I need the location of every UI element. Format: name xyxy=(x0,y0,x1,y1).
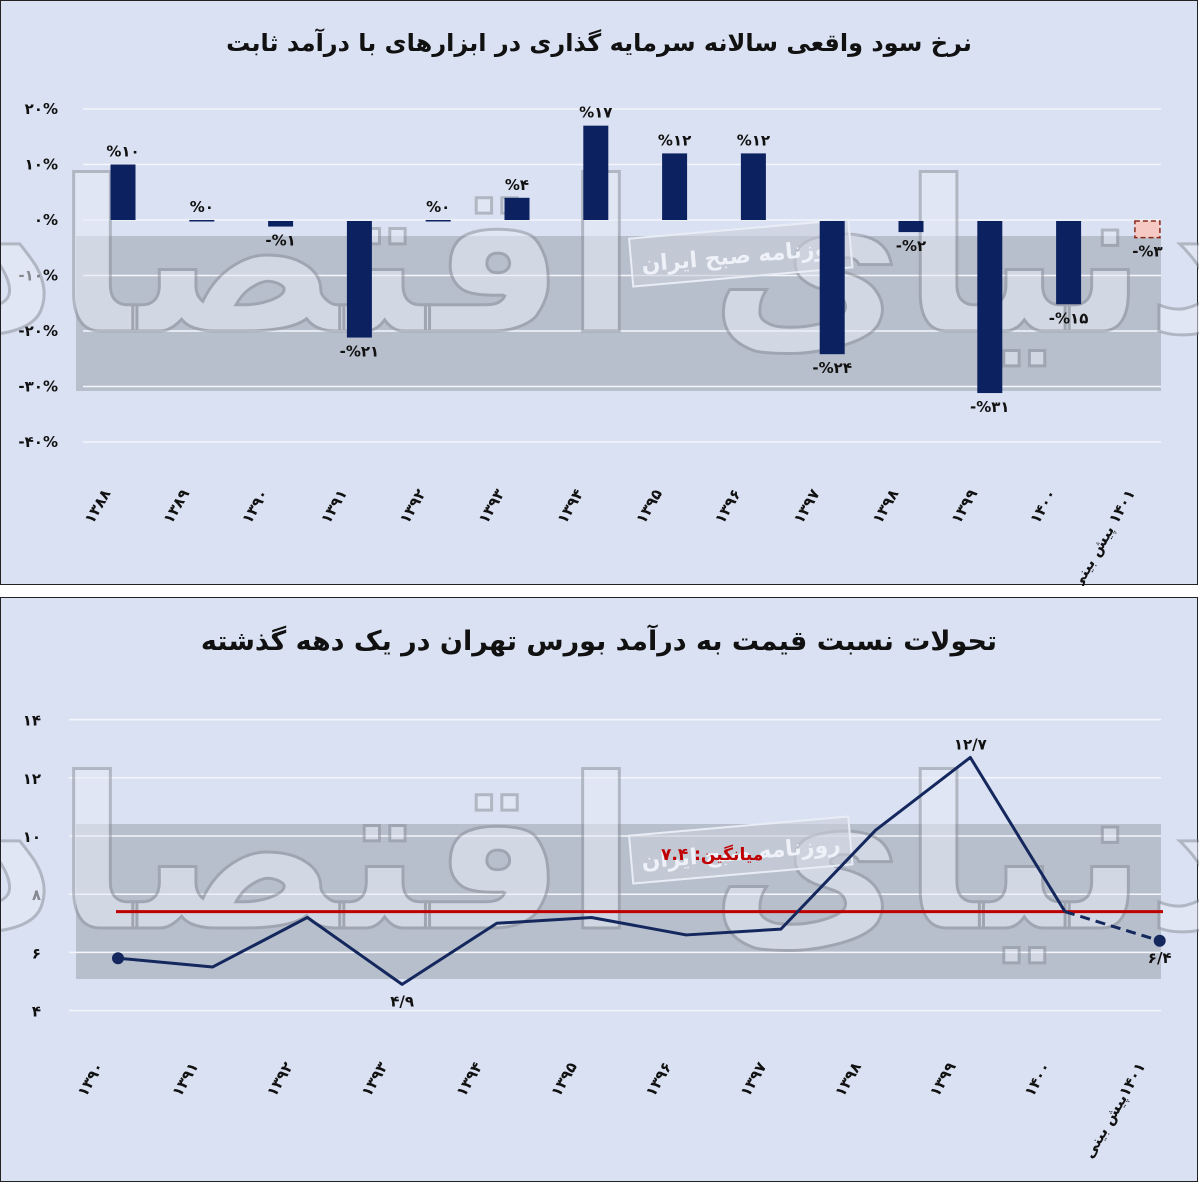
x-tick-label: ۱۳۹۰ xyxy=(74,1059,108,1100)
bar-value-label: -%۳۱ xyxy=(970,398,1010,416)
y-tick-label: -۲۰% xyxy=(18,322,58,340)
x-tick-label: ۱۳۹۶ xyxy=(642,1059,676,1100)
x-tick-label: ۱۳۹۵ xyxy=(547,1059,581,1100)
bar xyxy=(425,220,451,222)
bar-value-label: %۰ xyxy=(190,198,214,216)
x-tick-label: ۱۴۰۱ پیش بینی xyxy=(1067,486,1140,586)
bar xyxy=(268,221,294,227)
y-tick-label: ۱۴ xyxy=(23,712,41,730)
x-tick-label: ۱۳۹۱ xyxy=(168,1059,202,1100)
bar-chart-plot: ۲۰%۱۰%۰%-۱۰%-۲۰%-۳۰%-۴۰%دنیای اقتصادروزن… xyxy=(1,100,1199,586)
y-tick-label: ۸ xyxy=(32,886,41,904)
bar xyxy=(583,125,609,220)
x-tick-label: ۱۳۸۹ xyxy=(159,486,193,527)
start-point-marker xyxy=(112,952,124,965)
x-tick-label: ۱۳۹۱ xyxy=(317,486,351,527)
bar-value-label: -%۲ xyxy=(896,237,926,255)
bar xyxy=(662,153,688,220)
bar xyxy=(189,220,215,222)
x-tick-label: ۱۴۰۰ xyxy=(1021,1059,1055,1100)
x-tick-label: ۱۳۹۹ xyxy=(926,1059,960,1100)
y-tick-label: -۴۰% xyxy=(18,433,58,451)
average-label: میانگین: ۷.۴ xyxy=(661,844,763,865)
bar-value-label: -%۱۵ xyxy=(1049,309,1089,327)
bar xyxy=(346,221,372,338)
x-tick-label: ۱۳۹۹ xyxy=(947,486,981,527)
x-tick-label: ۱۴۰۰ xyxy=(1026,486,1060,527)
bar-value-label: %۴ xyxy=(505,176,529,194)
end-point-marker xyxy=(1153,934,1166,947)
bar-value-label: %۱۲ xyxy=(737,131,770,149)
shaded-band xyxy=(76,824,1161,979)
line-chart-panel: تحولات نسبت قیمت به درآمد بورس تهران در … xyxy=(0,597,1199,1182)
bar xyxy=(977,221,1003,394)
x-tick-label: ۱۳۹۲ xyxy=(263,1059,297,1100)
bar-chart-panel: نرخ سود واقعی سالانه سرمایه گذاری در ابز… xyxy=(0,0,1199,586)
x-tick-label: ۱۳۹۲ xyxy=(396,486,430,527)
bar-value-label: %۱۰ xyxy=(106,143,139,161)
x-tick-label: ۱۳۹۷ xyxy=(736,1059,770,1100)
line-chart-title: تحولات نسبت قیمت به درآمد بورس تهران در … xyxy=(200,626,998,657)
bar xyxy=(740,153,766,220)
y-tick-label: -۳۰% xyxy=(18,378,58,396)
y-tick-label: ۲۰% xyxy=(25,100,58,118)
x-tick-label: ۱۳۹۸ xyxy=(869,486,903,527)
bar-value-label: %۱۷ xyxy=(579,104,612,122)
pe-ratio-line xyxy=(117,755,1067,986)
y-tick-label: ۴ xyxy=(32,1003,41,1021)
point-value-label: ۴/۹ xyxy=(390,992,414,1010)
y-tick-label: ۱۰ xyxy=(23,828,41,846)
pe-ratio-forecast-line xyxy=(1064,910,1161,943)
bar-value-label: -%۱ xyxy=(265,232,295,250)
x-tick-label: ۱۳۹۵ xyxy=(632,486,666,527)
x-tick-label: ۱۳۹۰ xyxy=(238,486,272,527)
x-tick-label: ۱۳۹۶ xyxy=(711,486,745,527)
watermark-logo: دنیای اقتصاد xyxy=(1,732,1199,980)
bar xyxy=(819,221,845,355)
watermark-logo-text: دنیای اقتصاد xyxy=(1,733,1199,978)
y-tick-label: ۰% xyxy=(34,211,58,229)
bar-value-label: %۱۲ xyxy=(658,131,691,149)
bar xyxy=(504,197,530,220)
bar xyxy=(1056,221,1082,305)
bar xyxy=(898,221,924,233)
watermark-stamp: روزنامه صبح ایران xyxy=(627,815,854,885)
bar-value-label: -%۳ xyxy=(1132,243,1162,261)
point-value-label: ۱۲/۷ xyxy=(954,735,987,753)
y-tick-label: ۱۰% xyxy=(25,156,58,174)
x-tick-label: ۱۳۸۸ xyxy=(81,486,115,527)
x-tick-label: ۱۳۹۳ xyxy=(358,1059,392,1100)
x-tick-label: ۱۳۹۴ xyxy=(452,1059,486,1100)
x-tick-label: ۱۳۹۴ xyxy=(553,486,587,527)
bar xyxy=(110,164,136,220)
point-value-label: ۶/۴ xyxy=(1148,949,1172,967)
x-tick-label: ۱۳۹۳ xyxy=(475,486,509,527)
y-tick-label: ۱۲ xyxy=(23,770,41,788)
x-tick-label: ۱۳۹۷ xyxy=(790,486,824,527)
bar-value-label: -%۲۴ xyxy=(812,359,852,377)
y-tick-label: -۱۰% xyxy=(18,267,58,285)
bar-value-label: %۰ xyxy=(426,198,450,216)
x-tick-label: ۱۴۰۱پیش بینی xyxy=(1080,1059,1150,1162)
bar-value-label: -%۲۱ xyxy=(340,343,380,361)
x-tick-label: ۱۳۹۸ xyxy=(831,1059,865,1100)
forecast-bar xyxy=(1134,220,1161,239)
y-tick-label: ۶ xyxy=(32,944,41,962)
watermark-stamp: روزنامه صبح ایران xyxy=(627,218,854,288)
bar-chart-title: نرخ سود واقعی سالانه سرمایه گذاری در ابز… xyxy=(226,29,972,57)
